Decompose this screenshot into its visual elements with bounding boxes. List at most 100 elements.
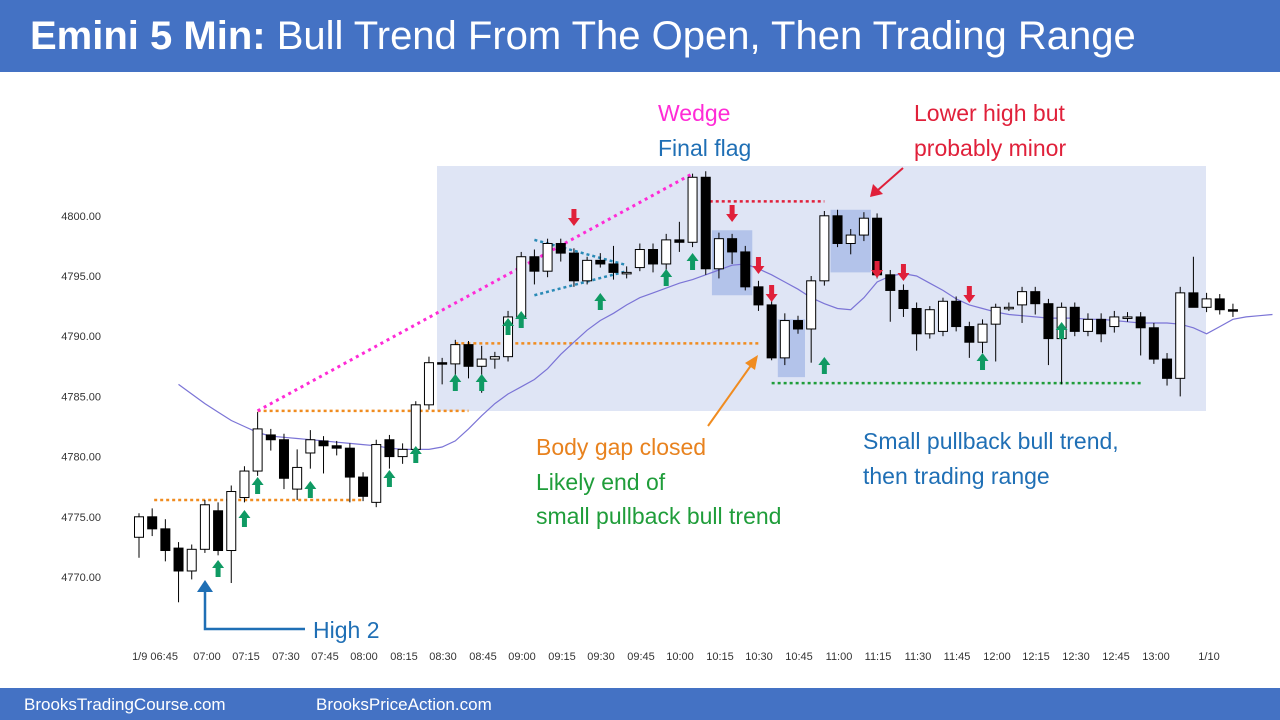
final-flag-label: Final flag [658,135,751,161]
buy-arrow [502,318,515,335]
x-tick-label: 13:00 [1142,651,1170,663]
high-2-pointer [203,588,305,631]
bear-candle [1069,306,1080,332]
x-tick-label: 08:15 [390,651,418,663]
x-tick-label: 07:30 [272,651,300,663]
x-tick-label: 09:45 [627,651,655,663]
buy-arrow [976,353,989,370]
x-tick-label: 1/9 06:45 [132,651,178,663]
x-tick-label: 12:30 [1062,651,1090,663]
buy-arrow [383,470,396,487]
bull-candle [779,320,790,359]
page-title-rest: Bull Trend From The Open, Then Trading R… [276,14,1136,58]
bull-candle [924,309,935,335]
bear-candle [595,259,606,265]
bull-candle [239,470,250,499]
buy-arrow [212,560,225,577]
bear-candle [1043,303,1054,340]
bear-candle [608,263,619,273]
bull-candle [806,280,817,330]
bull-candle [503,316,514,358]
x-tick-label: 07:45 [311,651,339,663]
bull-candle [516,256,527,318]
buy-arrow [409,446,422,463]
bull-candle [1201,298,1212,308]
x-tick-label: 11:15 [865,651,892,663]
bull-candle [1017,291,1028,306]
bear-candle [1227,309,1238,312]
bear-candle [278,439,289,479]
sell-arrow [752,257,765,274]
likely-end-label-2: small pullback bull trend [536,503,781,529]
bull-candle [410,404,421,450]
bear-candle [358,476,369,497]
bear-candle [568,252,579,282]
body-gap-pointer [707,363,753,427]
x-tick-label: 10:45 [785,651,813,663]
x-tick-label: 11:30 [905,651,932,663]
sell-arrow [726,205,739,222]
y-tick-label: 4790.00 [61,331,101,343]
bear-candle [1135,316,1146,329]
bull-candle [292,466,303,490]
candles [134,171,1238,603]
footer-right-link[interactable]: BrooksPriceAction.com [316,695,492,714]
y-tick-label: 4800.00 [61,211,101,223]
y-axis: 4770.00 4775.00 4780.00 4785.00 4790.00 4795.… [61,211,101,584]
buy-arrow [818,357,831,374]
x-tick-label: 08:00 [350,651,378,663]
buy-arrow [594,293,607,310]
bear-candle [700,176,711,270]
signal-arrows [212,205,1068,577]
sell-arrow [871,261,884,278]
x-tick-label: 09:00 [508,651,536,663]
x-tick-label: 08:45 [469,651,497,663]
x-tick-label: 1/10 [1198,651,1219,663]
bear-candle [885,274,896,291]
bear-candle [1148,327,1159,360]
buy-arrow [449,374,462,391]
lower-high-label-2: probably minor [914,135,1066,161]
bear-candle [213,510,224,552]
small-pullback-label-2: then trading range [863,463,1050,489]
y-tick-label: 4795.00 [61,271,101,283]
bear-candle [740,251,751,288]
bull-candle [1122,316,1133,319]
bull-candle [845,234,856,244]
bear-candle [437,362,448,365]
bear-candle [766,304,777,359]
bull-candle [305,439,316,454]
buy-arrow [251,477,264,494]
wedge-line [256,172,694,413]
buy-arrow [1055,322,1068,339]
sell-arrow [765,285,778,302]
bull-candle [661,239,672,265]
buy-arrow [686,253,699,270]
y-tick-label: 4785.00 [61,391,101,403]
pointer-arrows [197,167,904,631]
page-title-bold: Emini 5 Min: [30,14,266,58]
final-flag-lines [534,238,627,297]
x-tick-label: 09:30 [587,651,615,663]
x-tick-label: 09:15 [548,651,576,663]
x-tick-label: 11:00 [826,651,853,663]
high-2-pointer-head [197,580,213,592]
lower-high-pointer-head [870,184,883,197]
bull-candle [371,444,382,503]
x-tick-label: 12:45 [1102,651,1130,663]
bull-candle [476,358,487,367]
bull-candle [713,238,724,270]
bear-candle [463,344,474,367]
bull-candle [621,271,632,275]
likely-end-label-1: Likely end of [536,469,666,495]
bear-candle [1096,318,1107,335]
bull-candle [582,259,593,282]
small-pullback-label-1: Small pullback bull trend, [863,428,1119,454]
bull-candle [186,548,197,572]
bear-candle [1162,358,1173,379]
footer-left-link[interactable]: BrooksTradingCourse.com [24,695,226,714]
x-axis: 1/9 06:45 07:00 07:15 07:30 07:45 08:00 08:15 0… [132,651,1220,663]
buy-arrow [515,311,528,328]
bull-candle [634,249,645,269]
annotation-texts: Wedge Final flag Lower high but probably… [313,100,1119,643]
